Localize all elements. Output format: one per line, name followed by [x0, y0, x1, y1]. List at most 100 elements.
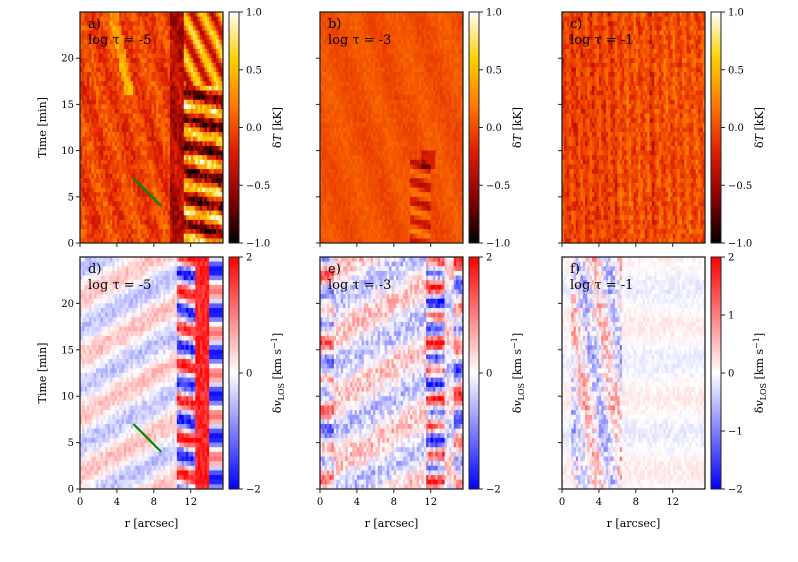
heatmap-image: [80, 257, 224, 490]
panel-tau-label: log τ = -3: [328, 278, 391, 293]
panel-label: a): [88, 17, 101, 32]
colorbar-tick-label: 0.5: [246, 65, 262, 76]
panel-tau-label: log τ = -5: [88, 33, 151, 48]
colorbar-tick-label: 0.0: [728, 123, 744, 134]
colorbar-label: δT [kK]: [753, 107, 766, 148]
colorbar-label: δT [kK]: [511, 107, 524, 148]
y-tick-label: 0: [68, 485, 74, 496]
panel-c: c)log τ = -1 1.0 0.5 0.0 −0.5 −1.0 δT [kK]: [558, 8, 766, 250]
colorbar-label: δT [kK]: [271, 107, 284, 148]
y-tick-label: 5: [68, 192, 74, 203]
annotation-line: [132, 177, 162, 207]
colorbar: 2 0 −2 δvLOS [km s−1]: [228, 253, 286, 496]
x-tick-label: 8: [633, 497, 639, 508]
colorbar: 2 0 −2 δvLOS [km s−1]: [468, 253, 526, 496]
plot-frame: [79, 11, 224, 244]
colorbar-tick-label: −2: [246, 485, 261, 496]
colorbar-tick-label: −1.0: [728, 239, 752, 250]
x-axis-label: r [arcsec]: [607, 517, 661, 530]
colorbar-tick-label: 1.0: [486, 8, 502, 19]
plot-frame: [561, 11, 706, 244]
panel-d: 0 5 10 15 20 0 4 8 12 d)log τ = -5 Time [min] r [ar…: [36, 253, 286, 531]
x-tick-label: 4: [114, 497, 120, 508]
plot-frame: [319, 11, 464, 244]
colorbar: 1.0 0.5 0.0 −0.5 −1.0 δT [kK]: [710, 8, 766, 250]
x-tick-label: 12: [184, 497, 197, 508]
colorbar-tick-label: 0.5: [486, 65, 502, 76]
panel-tau-label: log τ = -1: [570, 278, 633, 293]
plot-frame: [79, 256, 224, 490]
x-tick-label: 8: [151, 497, 157, 508]
colorbar-gradient: [710, 11, 722, 244]
colorbar-label: δvLOS [km s−1]: [510, 333, 526, 413]
y-tick-label: 5: [68, 438, 74, 449]
colorbar-tick-label: −0.5: [486, 181, 510, 192]
colorbar-gradient: [468, 256, 480, 490]
heatmap-image: [320, 257, 464, 490]
colorbar-tick-label: −2: [728, 485, 743, 496]
colorbar-tick-label: −1.0: [246, 239, 270, 250]
x-tick-label: 4: [354, 497, 360, 508]
panel-tau-label: log τ = -1: [570, 33, 633, 48]
x-tick-label: 8: [391, 497, 397, 508]
plot-frame: [561, 256, 706, 490]
panel-label: c): [570, 17, 582, 32]
panel-a: 0 5 10 15 20 a)log τ = -5 Time [min] 1.0 0.5 0.0 −…: [36, 8, 284, 250]
colorbar-label: δvLOS [km s−1]: [270, 333, 286, 413]
panel-label: e): [328, 262, 341, 277]
panel-label: f): [570, 262, 580, 277]
heatmap-image: [562, 257, 706, 490]
colorbar-tick-label: 0.0: [486, 123, 502, 134]
colorbar-tick-label: −0.5: [246, 181, 270, 192]
heatmap-image: [80, 12, 224, 244]
colorbar-tick-label: 0.5: [728, 65, 744, 76]
x-tick-label: 4: [596, 497, 602, 508]
x-tick-label: 0: [559, 497, 565, 508]
x-tick-label: 0: [77, 497, 83, 508]
colorbar-tick-label: −2: [486, 485, 501, 496]
heatmap-image: [562, 12, 706, 244]
y-tick-label: 0: [68, 239, 74, 250]
colorbar-tick-label: 2: [486, 253, 492, 264]
colorbar-gradient: [228, 256, 240, 490]
colorbar-tick-label: −1.0: [486, 239, 510, 250]
x-tick-label: 12: [666, 497, 679, 508]
heatmap-image: [320, 12, 464, 244]
colorbar-tick-label: 0.0: [246, 123, 262, 134]
y-axis-label: Time [min]: [36, 343, 49, 404]
panel-b: b)log τ = -3 1.0 0.5 0.0 −0.5 −1.0 δT [kK]: [316, 8, 524, 250]
x-tick-label: 12: [424, 497, 437, 508]
x-axis-label: r [arcsec]: [365, 517, 419, 530]
plot-frame: [319, 256, 464, 490]
panel-e: 0 4 8 12 e)log τ = -3 r [arcsec] 2 0 −2 δvLOS [km…: [316, 253, 526, 530]
colorbar: 1.0 0.5 0.0 −0.5 −1.0 δT [kK]: [468, 8, 524, 250]
x-tick-label: 0: [317, 497, 323, 508]
y-tick-label: 10: [61, 392, 74, 403]
colorbar-tick-label: 1.0: [246, 8, 262, 19]
x-axis-label: r [arcsec]: [125, 517, 179, 530]
colorbar-tick-label: −0.5: [728, 181, 752, 192]
y-tick-label: 20: [61, 54, 74, 65]
y-axis-label: Time [min]: [36, 97, 49, 158]
y-tick-label: 15: [61, 345, 74, 356]
colorbar-tick-label: 1: [728, 311, 734, 322]
panel-label: d): [88, 262, 101, 277]
colorbar-label: δvLOS [km s−1]: [752, 333, 768, 413]
y-tick-label: 20: [61, 299, 74, 310]
y-tick-label: 15: [61, 100, 74, 111]
colorbar-gradient: [468, 11, 480, 244]
colorbar-tick-label: −1: [728, 427, 743, 438]
colorbar: 1.0 0.5 0.0 −0.5 −1.0 δT [kK]: [228, 8, 284, 250]
colorbar-gradient: [710, 256, 722, 490]
colorbar-tick-label: 1.0: [728, 8, 744, 19]
panel-tau-label: log τ = -3: [328, 33, 391, 48]
colorbar-tick-label: 0: [486, 369, 492, 380]
panel-tau-label: log τ = -5: [88, 278, 151, 293]
colorbar-gradient: [228, 11, 240, 244]
panel-label: b): [328, 17, 341, 32]
y-tick-label: 10: [61, 146, 74, 157]
colorbar-tick-label: 2: [728, 253, 734, 264]
panel-f: 0 4 8 12 f)log τ = -1 r [arcsec] 2 1 0 −1 −2 δvLOS …: [558, 253, 768, 530]
colorbar-tick-label: 0: [246, 369, 252, 380]
